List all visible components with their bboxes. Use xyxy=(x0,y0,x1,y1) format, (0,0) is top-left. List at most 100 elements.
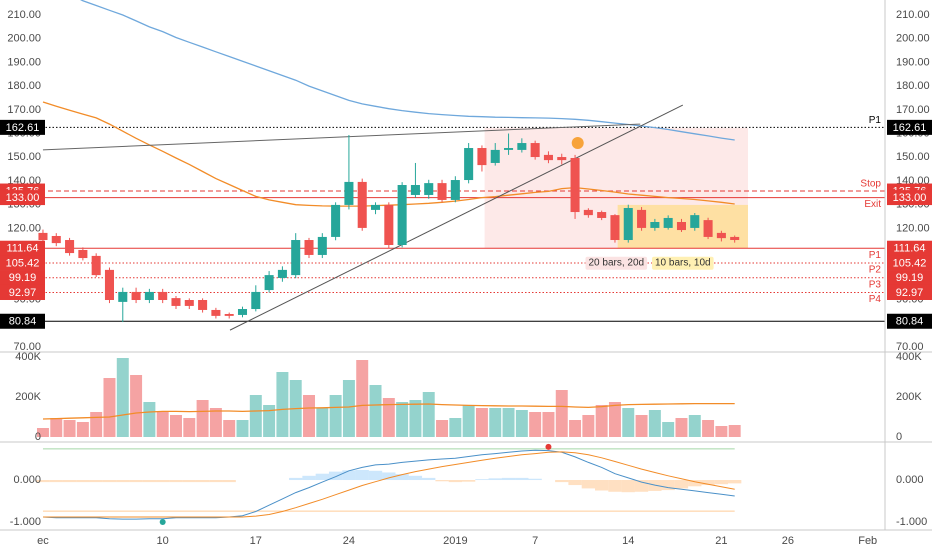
volume-bar xyxy=(569,420,582,437)
price-badge-text: 99.19 xyxy=(896,272,924,284)
level-text: Stop xyxy=(860,179,881,190)
volume-bar xyxy=(635,415,648,437)
volume-bar xyxy=(156,412,169,437)
candle-body xyxy=(450,180,460,200)
x-tick-label: 2019 xyxy=(443,535,467,547)
volume-bar xyxy=(90,412,103,437)
zone-label-bg xyxy=(652,256,714,270)
macd-histogram xyxy=(528,478,542,481)
volume-bar xyxy=(688,415,701,437)
candle-body xyxy=(237,309,248,315)
candle-body xyxy=(570,157,580,213)
candle-body xyxy=(410,185,420,195)
x-tick-label: 21 xyxy=(715,535,727,547)
volume-bar xyxy=(342,380,355,437)
price-badge-text: 80.84 xyxy=(896,316,924,328)
signal-dot xyxy=(159,519,166,526)
volume-bar xyxy=(382,398,395,437)
zone-label: 20 bars, 20d xyxy=(588,258,644,269)
macd-histogram xyxy=(581,480,596,489)
level-text: P2 xyxy=(869,265,882,276)
volume-bar xyxy=(608,402,621,437)
volume-bar xyxy=(196,400,209,437)
macd-histogram xyxy=(555,480,569,483)
price-badge-text: 162.61 xyxy=(893,122,927,134)
trendline xyxy=(42,123,641,151)
price-badge-text: 105.42 xyxy=(6,257,40,269)
volume-bar xyxy=(462,405,475,437)
y-tick-label: 190.00 xyxy=(7,56,41,68)
volume-bar xyxy=(595,405,608,437)
candle-body xyxy=(184,300,194,306)
y-tick-label: 200K xyxy=(15,391,41,403)
candle-body xyxy=(277,269,287,278)
candle-body xyxy=(264,275,274,291)
macd-histogram xyxy=(36,480,50,483)
candle-body xyxy=(384,204,394,245)
volume-bar xyxy=(422,392,435,437)
macd-histogram xyxy=(714,480,729,485)
price-badge-text: 111.64 xyxy=(893,243,925,255)
macd-histogram xyxy=(688,480,702,487)
macd-histogram xyxy=(289,477,303,481)
macd-histogram xyxy=(328,471,343,481)
candle-body xyxy=(304,240,314,255)
volume-bar xyxy=(542,412,555,437)
candle-body xyxy=(703,220,713,237)
price-badge xyxy=(887,255,932,271)
candle-body xyxy=(716,232,726,239)
x-tick-label: 24 xyxy=(343,535,355,547)
price-badge-text: 133.00 xyxy=(6,192,40,204)
macd-histogram xyxy=(222,480,236,483)
volume-bar xyxy=(183,418,196,437)
x-tick-label: 26 xyxy=(782,535,794,547)
macd-histogram xyxy=(595,480,609,491)
zone-label: 10 bars, 10d xyxy=(655,258,711,269)
macd-histogram xyxy=(195,480,210,483)
candle-body xyxy=(663,217,673,228)
macd-histogram xyxy=(49,480,63,483)
level-text: Exit xyxy=(864,199,881,210)
volume-bar xyxy=(728,425,741,437)
macd-histogram xyxy=(728,480,742,484)
macd-histogram xyxy=(501,477,516,481)
volume-bar xyxy=(76,422,89,437)
macd-histogram xyxy=(116,480,130,483)
macd-histogram xyxy=(315,473,329,481)
level-text: P3 xyxy=(869,279,882,290)
macd-histogram xyxy=(422,477,436,481)
volume-bar xyxy=(103,378,116,437)
macd-histogram xyxy=(448,480,462,483)
macd-line xyxy=(43,451,735,518)
y-tick-label: 0 xyxy=(896,431,902,443)
candle-body xyxy=(490,149,500,163)
y-tick-label: 200K xyxy=(896,391,922,403)
price-badge xyxy=(887,190,932,206)
candle-body xyxy=(144,291,154,301)
volume-bar xyxy=(170,415,182,437)
y-tick-label: 200.00 xyxy=(896,33,930,45)
candle-body xyxy=(730,236,740,241)
macd-histogram xyxy=(488,478,502,481)
macd-histogram xyxy=(382,472,396,481)
volume-bar xyxy=(396,402,409,437)
volume-bar xyxy=(356,360,369,437)
volume-bar xyxy=(63,420,76,437)
candle-body xyxy=(51,235,61,244)
candle-body xyxy=(104,269,115,301)
macd-line xyxy=(42,449,735,520)
x-tick-label: 17 xyxy=(250,535,262,547)
volume-bar xyxy=(449,418,462,437)
macd-histogram xyxy=(408,475,423,481)
volume-bar xyxy=(303,395,315,437)
volume-bar xyxy=(316,408,329,437)
candle-body xyxy=(517,143,527,150)
candle-body xyxy=(504,148,514,150)
macd-histogram xyxy=(395,474,409,481)
candle-body xyxy=(118,291,128,302)
volume-bar xyxy=(223,420,236,437)
macd-histogram xyxy=(169,480,183,483)
volume-bar xyxy=(36,428,49,437)
candle-body xyxy=(690,215,700,228)
